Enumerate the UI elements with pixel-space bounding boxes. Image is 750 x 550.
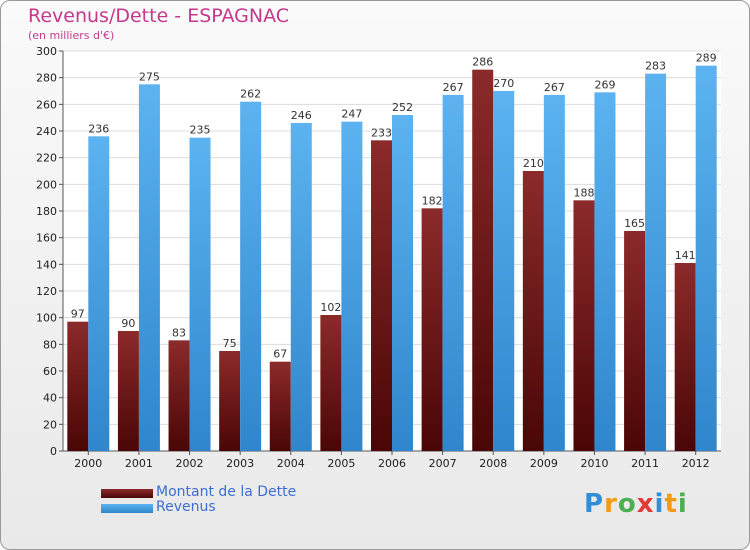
bar-dette: [117, 331, 139, 451]
proxiti-logo: Proxiti: [584, 489, 688, 519]
value-label-revenus: 275: [139, 70, 160, 83]
value-label-dette: 67: [273, 348, 287, 361]
value-label-dette: 188: [573, 186, 594, 199]
legend-label-revenus: Revenus: [156, 499, 216, 515]
x-tick-label: 2011: [631, 457, 659, 470]
legend-swatch-revenus: [101, 504, 153, 513]
value-label-revenus: 270: [493, 77, 514, 90]
x-tick-label: 2004: [277, 457, 305, 470]
x-tick-label: 2005: [327, 457, 355, 470]
bar-revenus: [341, 121, 363, 452]
bar-revenus: [290, 123, 312, 451]
x-tick-label: 2006: [378, 457, 406, 470]
x-tick-label: 2008: [479, 457, 507, 470]
y-tick-label: 180: [36, 205, 57, 218]
x-tick-label: 2012: [682, 457, 710, 470]
x-tick-label: 2002: [176, 457, 204, 470]
value-label-dette: 97: [71, 308, 85, 321]
bar-revenus: [88, 136, 110, 452]
x-tick-label: 2000: [74, 457, 102, 470]
value-label-revenus: 267: [544, 81, 565, 94]
logo-letter: i: [677, 489, 688, 519]
bar-dette: [472, 69, 494, 452]
bar-dette: [674, 263, 696, 451]
bar-dette: [624, 231, 646, 451]
bar-dette: [269, 361, 291, 451]
bar-revenus: [493, 91, 515, 451]
y-tick-label: 120: [36, 285, 57, 298]
bar-dette: [320, 315, 342, 451]
y-tick-label: 40: [43, 392, 57, 405]
bar-revenus: [392, 115, 413, 451]
value-label-dette: 90: [121, 317, 135, 330]
x-tick-label: 2003: [226, 457, 254, 470]
y-tick-label: 0: [50, 445, 57, 458]
bar-dette: [421, 208, 443, 451]
value-label-dette: 165: [624, 217, 645, 230]
value-label-dette: 83: [172, 326, 186, 339]
bar-revenus: [645, 73, 667, 452]
value-label-dette: 286: [472, 56, 493, 69]
bar-revenus: [543, 95, 565, 451]
x-tick-label: 2007: [429, 457, 457, 470]
y-tick-label: 60: [43, 365, 57, 378]
value-label-dette: 210: [523, 157, 544, 170]
bar-dette: [573, 200, 595, 451]
bar-dette: [371, 140, 392, 452]
value-label-dette: 233: [371, 126, 392, 139]
y-tick-label: 240: [36, 125, 57, 138]
bar-dette: [168, 340, 190, 451]
x-tick-label: 2009: [530, 457, 558, 470]
bar-dette: [67, 321, 89, 451]
y-tick-label: 300: [36, 45, 57, 58]
bar-revenus: [695, 65, 717, 452]
y-tick-label: 140: [36, 258, 57, 271]
value-label-revenus: 267: [443, 81, 464, 94]
value-label-dette: 102: [320, 301, 341, 314]
y-tick-label: 100: [36, 312, 57, 325]
logo-letter: r: [604, 489, 618, 519]
bar-revenus: [138, 84, 160, 451]
logo-letter: i: [654, 489, 665, 519]
value-label-revenus: 289: [696, 52, 717, 65]
value-label-revenus: 252: [392, 101, 413, 114]
y-tick-label: 280: [36, 72, 57, 85]
bar-dette: [219, 351, 241, 451]
value-label-revenus: 235: [190, 124, 211, 137]
logo-letter: x: [636, 489, 655, 519]
legend-label-dette: Montant de la Dette: [156, 484, 297, 500]
y-tick-label: 200: [36, 178, 57, 191]
logo-letter: o: [617, 489, 637, 519]
bar-dette: [522, 171, 544, 451]
value-label-dette: 75: [223, 337, 237, 350]
chart-title: Revenus/Dette - ESPAGNAC: [28, 5, 290, 27]
value-label-dette: 141: [675, 249, 696, 262]
x-tick-label: 2010: [580, 457, 608, 470]
value-label-revenus: 236: [88, 122, 109, 135]
chart-subtitle: (en milliers d'€): [28, 29, 115, 42]
value-label-revenus: 247: [341, 108, 362, 121]
bar-revenus: [189, 137, 211, 451]
bar-revenus: [442, 95, 464, 451]
y-tick-label: 20: [43, 418, 57, 431]
y-tick-label: 220: [36, 152, 57, 165]
value-label-dette: 182: [422, 194, 443, 207]
value-label-revenus: 269: [594, 78, 615, 91]
value-label-revenus: 262: [240, 88, 261, 101]
value-label-revenus: 283: [645, 60, 666, 73]
value-label-revenus: 246: [291, 109, 312, 122]
y-tick-label: 80: [43, 338, 57, 351]
x-tick-label: 2001: [125, 457, 153, 470]
bar-revenus: [240, 101, 262, 452]
y-tick-label: 160: [36, 232, 57, 245]
bar-revenus: [594, 92, 616, 451]
legend-swatch-dette: [101, 489, 153, 498]
y-tick-label: 260: [36, 98, 57, 111]
logo-letter: P: [584, 489, 605, 519]
logo-letter: t: [664, 489, 678, 519]
